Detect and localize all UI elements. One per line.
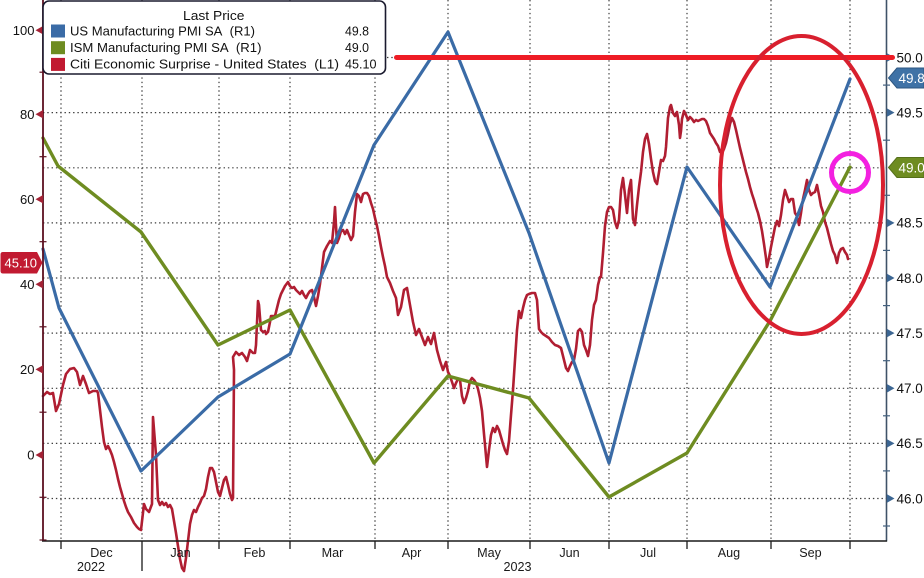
svg-text:US Manufacturing PMI SA (R1): US Manufacturing PMI SA (R1) xyxy=(70,23,255,38)
svg-text:2022: 2022 xyxy=(77,560,105,573)
svg-text:49.8: 49.8 xyxy=(345,23,369,38)
svg-text:49.5: 49.5 xyxy=(897,105,923,120)
svg-text:48.0: 48.0 xyxy=(897,271,923,286)
svg-text:48.5: 48.5 xyxy=(897,216,923,231)
svg-text:Mar: Mar xyxy=(322,546,344,560)
svg-text:Dec: Dec xyxy=(90,546,112,560)
svg-text:60: 60 xyxy=(20,192,34,207)
svg-text:0: 0 xyxy=(27,448,34,463)
svg-text:45.10: 45.10 xyxy=(5,255,38,270)
svg-text:46.0: 46.0 xyxy=(897,491,923,506)
svg-text:49.8: 49.8 xyxy=(899,71,924,86)
svg-text:47.5: 47.5 xyxy=(897,326,923,341)
svg-text:Feb: Feb xyxy=(244,546,266,560)
svg-text:Jan: Jan xyxy=(170,546,190,560)
svg-text:Last Price: Last Price xyxy=(183,8,245,23)
svg-text:Citi Economic Surprise - Unite: Citi Economic Surprise - United States (… xyxy=(70,57,339,72)
svg-text:100: 100 xyxy=(13,23,35,38)
svg-text:47.0: 47.0 xyxy=(897,381,923,396)
svg-text:40: 40 xyxy=(20,277,34,292)
svg-text:May: May xyxy=(477,546,501,560)
svg-text:45.10: 45.10 xyxy=(345,57,377,72)
svg-text:49.0: 49.0 xyxy=(899,161,924,176)
svg-text:49.0: 49.0 xyxy=(345,40,369,55)
svg-text:46.5: 46.5 xyxy=(897,436,923,451)
svg-text:Sep: Sep xyxy=(799,546,821,560)
svg-text:Jul: Jul xyxy=(640,546,656,560)
svg-text:ISM Manufacturing PMI SA (R1): ISM Manufacturing PMI SA (R1) xyxy=(70,40,262,55)
svg-text:50.0: 50.0 xyxy=(897,50,923,65)
svg-text:Aug: Aug xyxy=(718,546,740,560)
svg-text:20: 20 xyxy=(20,362,34,377)
svg-text:Apr: Apr xyxy=(402,546,422,560)
svg-text:Jun: Jun xyxy=(559,546,579,560)
svg-text:2023: 2023 xyxy=(503,560,531,573)
svg-text:80: 80 xyxy=(20,107,34,122)
